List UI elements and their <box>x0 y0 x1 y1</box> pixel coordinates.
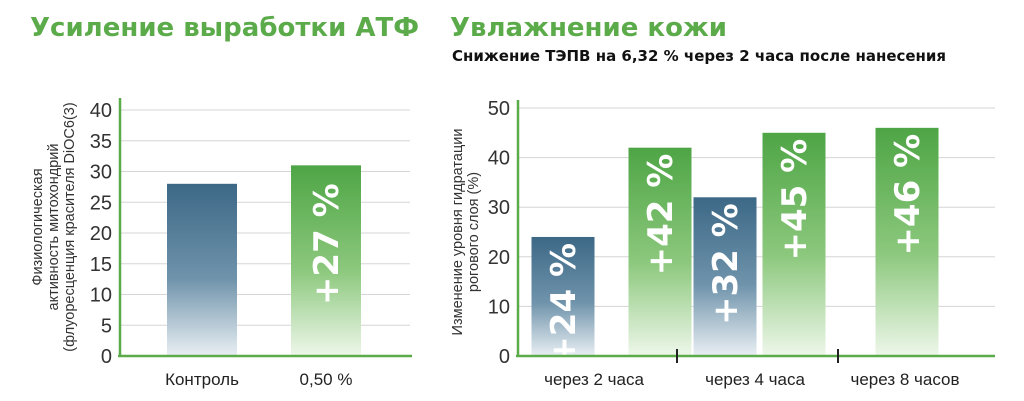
y-label-line-3: (флуоресценция красителя DiOC6(3) <box>62 102 78 351</box>
atp-chart: Усиление выработки АТФ +27 % 0 5 10 15 20 25 3… <box>30 13 419 389</box>
y-tick-label: 20 <box>90 223 112 245</box>
y-axis-label: Изменение уровня гидратации рогового сло… <box>450 129 482 336</box>
bar <box>291 165 361 356</box>
chart-title-atp: Усиление выработки АТФ <box>30 13 419 43</box>
hydration-chart: Увлажнение кожи Снижение ТЭПВ на 6,32 % … <box>450 13 995 389</box>
bar <box>762 132 826 356</box>
bar <box>875 127 939 356</box>
data-label: +45 % <box>775 139 815 261</box>
bars: +24 % +42 % +32 % +45 % +46 % <box>531 127 939 365</box>
grid <box>120 109 410 326</box>
x-category-label: через 2 часа <box>544 370 644 389</box>
y-label-line-1: Физиологическая <box>30 168 46 285</box>
y-tick-label: 10 <box>488 296 510 318</box>
y-ticks: 0 10 20 30 40 50 <box>488 98 510 368</box>
y-label-line-2: активность митохондрий <box>46 144 62 311</box>
y-tick-label: 40 <box>488 148 510 170</box>
y-tick-label: 0 <box>101 346 112 368</box>
y-tick-label: 15 <box>90 254 112 276</box>
bars: +27 % <box>167 165 361 356</box>
x-categories: Контроль 0,50 % <box>165 370 352 389</box>
y-tick-label: 5 <box>101 315 112 337</box>
x-category-label: 0,50 % <box>300 370 353 389</box>
bar <box>167 183 237 356</box>
chart-subtitle: Снижение ТЭПВ на 6,32 % через 2 часа пос… <box>452 47 946 65</box>
y-tick-label: 50 <box>488 98 510 120</box>
bar <box>693 197 757 356</box>
y-tick-label: 10 <box>90 285 112 307</box>
y-tick-label: 20 <box>488 247 510 269</box>
bar <box>531 236 595 356</box>
y-axis-label: Физиологическая активность митохондрий (… <box>30 102 78 351</box>
x-categories: через 2 часа через 4 часа через 8 часов <box>544 370 959 389</box>
y-tick-label: 25 <box>90 192 112 214</box>
data-label: +42 % <box>641 154 681 276</box>
y-tick-label: 35 <box>90 131 112 153</box>
y-label-line-2: рогового слоя (%) <box>466 172 482 292</box>
data-label: +27 % <box>307 183 347 305</box>
chart-title-hydration: Увлажнение кожи <box>450 13 727 43</box>
y-ticks: 0 5 10 15 20 25 30 35 40 <box>90 100 112 368</box>
y-tick-label: 30 <box>488 197 510 219</box>
bar <box>628 147 692 356</box>
data-label: +32 % <box>706 203 746 325</box>
data-label: +46 % <box>888 134 928 256</box>
y-tick-label: 0 <box>499 346 510 368</box>
y-tick-label: 40 <box>90 100 112 122</box>
data-label: +24 % <box>544 243 584 365</box>
x-category-label: Контроль <box>165 370 239 389</box>
y-label-line-1: Изменение уровня гидратации <box>450 129 466 336</box>
x-category-label: через 4 часа <box>705 370 805 389</box>
y-tick-label: 30 <box>90 162 112 184</box>
x-category-label: через 8 часов <box>850 370 959 389</box>
